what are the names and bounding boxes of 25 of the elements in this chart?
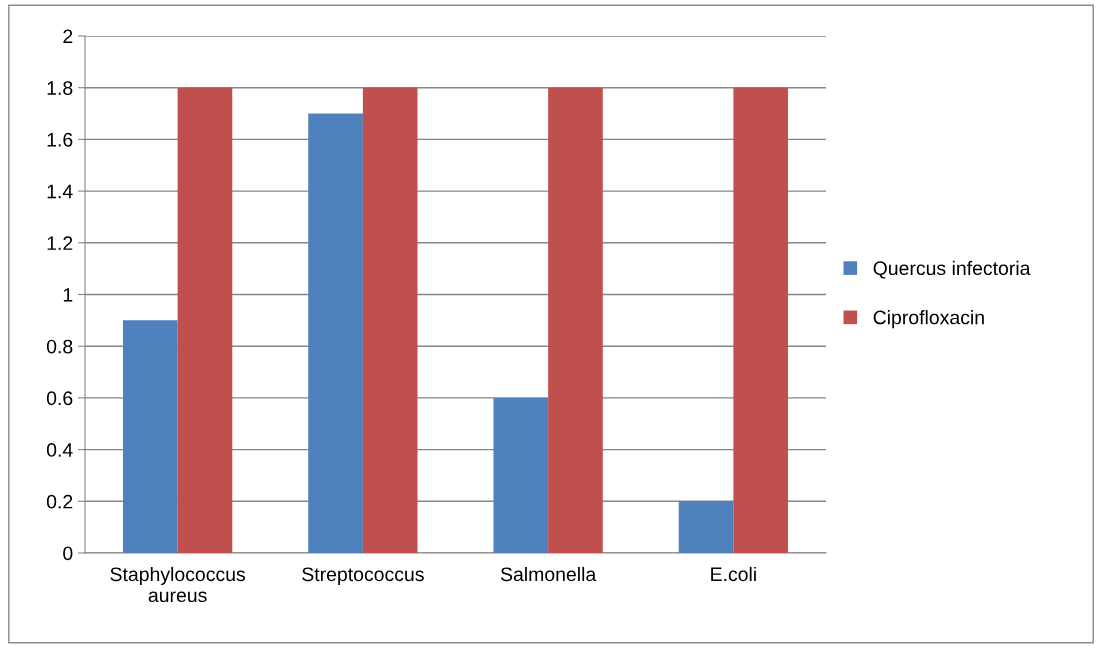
y-tick-label: 2 [63, 29, 73, 44]
y-tick-label: 0.8 [46, 339, 73, 354]
y-tick-label: 1.2 [47, 236, 73, 250]
x-tick-label: Staphylococcus aureus [110, 566, 246, 603]
y-tick-label: 1.6 [47, 132, 73, 147]
y-tick-label: 0 [63, 546, 73, 561]
legend-label: Ciprofloxacin [873, 310, 984, 329]
bar [308, 113, 363, 553]
y-tick-label: 0.6 [46, 391, 73, 406]
bar [362, 87, 418, 553]
x-tick-label: Salmonella [500, 566, 597, 582]
legend-label: Quercus infectoria [873, 260, 1031, 279]
bar [493, 397, 549, 553]
x-tick-label: E.coli [711, 566, 756, 582]
x-tick-label: Streptococcus [302, 567, 424, 586]
bar [733, 87, 789, 553]
y-tick-label: 0.2 [46, 494, 73, 509]
bar [122, 320, 178, 553]
y-tick-label: 1.4 [47, 184, 73, 199]
y-tick-label: 1.8 [47, 81, 73, 95]
y-tick-label: 1 [63, 288, 73, 302]
bar [678, 501, 734, 553]
bar [548, 87, 603, 553]
y-tick-label: 0.4 [46, 443, 73, 457]
bar [177, 87, 233, 553]
